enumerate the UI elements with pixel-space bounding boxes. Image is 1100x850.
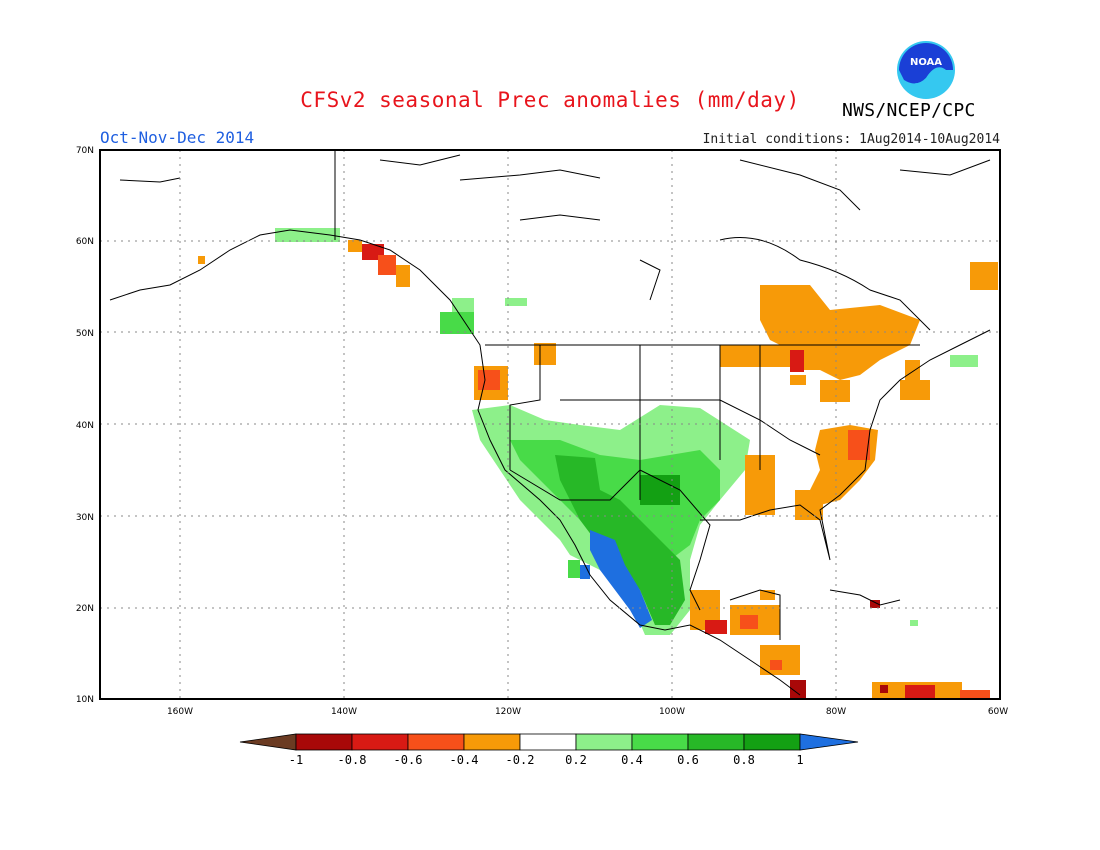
lat-tick-label: 40N: [76, 421, 94, 431]
anomaly-patch: [590, 530, 652, 628]
colorbar-label: 0.2: [565, 753, 587, 767]
lat-tick-label: 10N: [76, 695, 94, 705]
lat-tick-label: 60N: [76, 237, 94, 247]
anomaly-patch: [378, 255, 396, 275]
anomaly-patches: [198, 228, 998, 698]
colorbar-bin: [575, 733, 633, 751]
anomaly-patch: [848, 430, 870, 460]
lon-ticks: 160W 140W 120W 100W 80W 60W: [167, 707, 1008, 717]
colorbar-bin: [631, 733, 689, 751]
initial-conditions: Initial conditions: 1Aug2014-10Aug2014: [702, 132, 1000, 147]
anomaly-patch: [555, 455, 685, 625]
anomaly-patch: [820, 380, 850, 402]
anomaly-patch: [760, 505, 770, 513]
anomaly-patch: [790, 375, 806, 385]
map-frame: [99, 149, 1001, 700]
colorbar-label: -0.4: [450, 753, 479, 767]
anomaly-patch: [396, 265, 410, 287]
colorbar-bin: [295, 733, 353, 751]
lat-ticks: 70N 60N 50N 40N 30N 20N 10N: [76, 146, 94, 705]
anomaly-patch: [275, 228, 340, 242]
anomaly-patch: [580, 565, 590, 579]
colorbar-label: -0.6: [394, 753, 423, 767]
anomaly-patch: [770, 660, 782, 670]
coastlines: [109, 150, 991, 696]
logo-text: NOAA: [910, 57, 942, 68]
lat-tick-label: 30N: [76, 513, 94, 523]
colorbar-label: 0.8: [733, 753, 755, 767]
graticule: [100, 150, 1000, 699]
lat-tick-label: 20N: [76, 604, 94, 614]
forecast-period: Oct-Nov-Dec 2014: [100, 128, 255, 147]
lon-tick-label: 160W: [167, 707, 193, 717]
anomaly-patch: [440, 312, 474, 334]
anomaly-patch: [900, 380, 930, 400]
anomaly-patch: [505, 298, 527, 306]
colorbar-label: -1: [289, 753, 303, 767]
anomaly-patch: [950, 355, 978, 367]
chart-title: CFSv2 seasonal Prec anomalies (mm/day): [300, 88, 800, 112]
lon-tick-label: 140W: [331, 707, 357, 717]
lat-tick-label: 50N: [76, 329, 94, 339]
colorbar-bin: [519, 733, 577, 751]
anomaly-patch: [198, 256, 205, 264]
anomaly-patch: [534, 343, 556, 365]
anomaly-patch: [905, 360, 920, 380]
lat-tick-label: 70N: [76, 146, 94, 156]
colorbar-label: 1: [796, 753, 803, 767]
anomaly-patch: [910, 620, 918, 626]
anomaly-patch: [760, 590, 775, 600]
anomaly-patch: [740, 615, 758, 629]
colorbar-bin: [407, 733, 465, 751]
colorbar-label: -0.2: [506, 753, 535, 767]
anomaly-patch: [452, 298, 474, 312]
anomaly-patch: [880, 685, 888, 693]
anomaly-patch: [568, 560, 580, 578]
anomaly-patch: [970, 262, 998, 290]
colorbar-bin: [687, 733, 745, 751]
agency-label: NWS/NCEP/CPC: [842, 100, 976, 121]
anomaly-patch: [720, 345, 790, 367]
colorbar-label: 0.6: [677, 753, 699, 767]
lon-tick-label: 80W: [826, 707, 846, 717]
colorbar-legend: -1 -0.8 -0.6 -0.4 -0.2 0.2 0.4 0.6 0.8 1: [239, 733, 859, 767]
anomaly-patch: [348, 240, 362, 252]
anomaly-patch: [960, 690, 990, 698]
anomaly-patch: [790, 350, 804, 372]
anomaly-patch: [790, 680, 806, 698]
lon-tick-label: 100W: [659, 707, 685, 717]
noaa-logo: NOAA: [897, 41, 955, 99]
anomaly-patch: [705, 620, 727, 634]
colorbar-bin-low: [239, 733, 297, 751]
colorbar-label: 0.4: [621, 753, 643, 767]
anomaly-patch: [870, 600, 880, 608]
lon-tick-label: 120W: [495, 707, 521, 717]
colorbar-bin: [463, 733, 521, 751]
anomaly-patch: [905, 685, 935, 698]
colorbar-bin-high: [799, 733, 859, 751]
colorbar-label: -0.8: [338, 753, 367, 767]
anomaly-patch: [478, 370, 500, 390]
colorbar-bin: [743, 733, 801, 751]
lon-tick-label: 60W: [988, 707, 1008, 717]
colorbar-bin: [351, 733, 409, 751]
